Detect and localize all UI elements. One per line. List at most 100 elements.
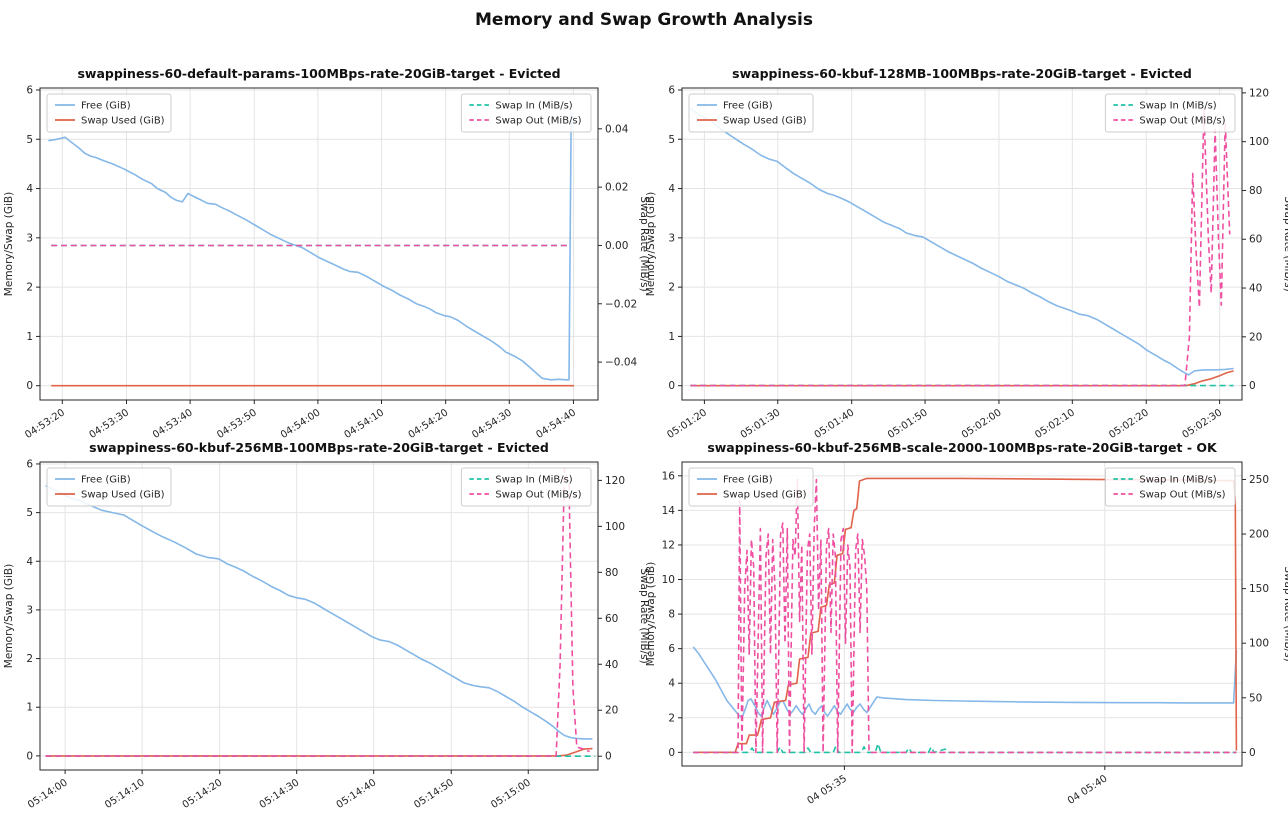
legend-label: Swap In (MiB/s) — [1139, 475, 1216, 486]
chart-title: swappiness-60-default-params-100MBps-rat… — [77, 66, 560, 81]
x-tick: 04 05:40 — [1066, 773, 1110, 807]
y-tick-right: 120 — [1249, 87, 1269, 99]
y-tick-right: 20 — [605, 705, 618, 717]
y-tick-right: 40 — [605, 659, 618, 671]
y-tick-right: 0.00 — [605, 240, 628, 252]
y-tick-right: 0.02 — [605, 182, 628, 194]
y-tick-left: 6 — [668, 84, 675, 96]
y-axis-label-left: Memory/Swap (GiB) — [3, 192, 15, 296]
legend-memory: Free (GiB) Swap Used (GiB) — [46, 467, 172, 507]
y-tick-left: 0 — [26, 750, 33, 762]
x-tick: 04:53:30 — [87, 407, 131, 441]
x-tick: 05:02:10 — [1033, 407, 1077, 441]
y-tick-right: 0 — [605, 751, 612, 763]
y-tick-right: 80 — [605, 567, 618, 579]
x-tick: 05:14:30 — [258, 777, 302, 811]
y-tick-right: 40 — [1249, 283, 1262, 295]
x-tick: 05:14:10 — [103, 777, 147, 811]
x-tick: 05:02:20 — [1107, 407, 1151, 441]
legend-label: Swap Used (GiB) — [81, 490, 165, 501]
x-tick: 04:54:00 — [279, 407, 323, 441]
x-tick: 04:53:40 — [151, 407, 195, 441]
y-tick-right: 60 — [1249, 234, 1262, 246]
y-tick-left: 5 — [668, 134, 675, 146]
legend-label: Free (GiB) — [81, 475, 131, 486]
legend-swap-rate: Swap In (MiB/s) Swap Out (MiB/s) — [1104, 93, 1236, 133]
y-tick-left: 6 — [668, 643, 675, 655]
x-tick: 05:14:40 — [335, 777, 379, 811]
y-tick-left: 4 — [668, 183, 675, 195]
y-tick-right: 80 — [1249, 185, 1262, 197]
y-tick-right: −0.04 — [605, 357, 637, 369]
x-tick: 05:01:40 — [813, 407, 857, 441]
y-tick-right: 100 — [1249, 136, 1269, 148]
y-tick-left: 4 — [26, 183, 33, 195]
chart-title: swappiness-60-kbuf-256MB-100MBps-rate-20… — [89, 440, 549, 455]
y-tick-left: 6 — [26, 84, 33, 96]
legend-memory: Free (GiB) Swap Used (GiB) — [46, 93, 172, 133]
y-tick-left: 1 — [26, 331, 33, 343]
y-tick-left: 1 — [668, 331, 675, 343]
legend-label: Swap In (MiB/s) — [1139, 101, 1216, 112]
y-tick-left: 3 — [26, 232, 33, 244]
y-tick-left: 16 — [662, 470, 676, 482]
x-tick: 04:54:20 — [407, 407, 451, 441]
series-swap_used — [690, 370, 1234, 387]
legend-memory: Free (GiB) Swap Used (GiB) — [688, 93, 814, 133]
legend-label: Free (GiB) — [723, 101, 773, 112]
legend-label: Swap Used (GiB) — [723, 490, 807, 501]
y-axis-label-right: Swap Rate (MiB/s) — [638, 568, 650, 663]
y-tick-right: 200 — [1249, 529, 1269, 541]
legend-label: Free (GiB) — [723, 475, 773, 486]
legend-label: Free (GiB) — [81, 101, 131, 112]
legend-swap-rate: Swap In (MiB/s) Swap Out (MiB/s) — [460, 93, 592, 133]
y-tick-left: 10 — [662, 574, 675, 586]
y-axis-label-right: Swap Rate (MiB/s) — [1282, 196, 1288, 291]
legend-label: Swap Out (MiB/s) — [495, 490, 581, 501]
series-swap_used — [693, 477, 1238, 754]
x-tick: 05:14:00 — [26, 777, 70, 811]
x-tick: 04 05:35 — [806, 773, 850, 807]
y-tick-right: 0 — [1249, 380, 1256, 392]
legend-label: Swap In (MiB/s) — [495, 101, 572, 112]
x-tick: 05:15:00 — [489, 777, 533, 811]
legend-label: Swap Out (MiB/s) — [495, 116, 581, 127]
x-tick: 05:14:20 — [181, 777, 225, 811]
y-tick-left: 5 — [26, 507, 33, 519]
y-tick-left: 2 — [26, 653, 33, 665]
x-tick: 04:54:40 — [534, 407, 578, 441]
x-tick: 05:02:00 — [960, 407, 1004, 441]
y-tick-left: 0 — [668, 380, 675, 392]
y-axis-label-left: Memory/Swap (GiB) — [3, 564, 15, 668]
x-tick: 05:14:50 — [412, 777, 456, 811]
x-tick: 05:01:50 — [886, 407, 930, 441]
series-swap_out — [45, 468, 590, 758]
y-tick-left: 1 — [26, 702, 33, 714]
y-tick-left: 12 — [662, 539, 675, 551]
y-tick-left: 8 — [668, 609, 675, 621]
series-swap_out — [693, 478, 1237, 754]
y-tick-left: 2 — [668, 712, 675, 724]
y-tick-right: 20 — [1249, 331, 1262, 343]
y-tick-left: 0 — [26, 380, 33, 392]
legend-swap-rate: Swap In (MiB/s) Swap Out (MiB/s) — [1104, 467, 1236, 507]
y-tick-left: 6 — [26, 458, 33, 470]
x-tick: 05:01:30 — [739, 407, 783, 441]
y-tick-right: 150 — [1249, 583, 1269, 595]
y-tick-left: 2 — [668, 282, 675, 294]
series-swap_out — [690, 109, 1231, 387]
series-free — [692, 646, 1238, 719]
y-tick-right: 120 — [605, 475, 625, 487]
x-tick: 04:53:20 — [23, 407, 67, 441]
series-free — [45, 485, 593, 740]
y-tick-left: 3 — [26, 604, 33, 616]
x-tick: 04:54:30 — [470, 407, 514, 441]
y-tick-left: 4 — [26, 556, 33, 568]
page-title: Memory and Swap Growth Analysis — [475, 10, 813, 30]
legend-label: Swap Used (GiB) — [81, 116, 165, 127]
series-swap_in — [693, 742, 1237, 754]
legend-label: Swap Out (MiB/s) — [1139, 490, 1225, 501]
